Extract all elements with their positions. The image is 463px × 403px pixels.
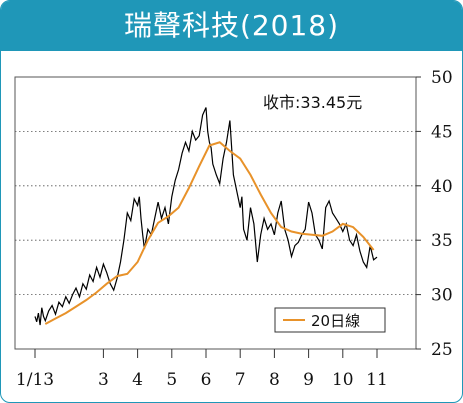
x-tick-label: 7 bbox=[235, 370, 246, 390]
plot-frame bbox=[14, 76, 417, 350]
legend-label-ma20: 20日線 bbox=[311, 312, 360, 330]
close-price-annotation: 收市:33.45元 bbox=[263, 93, 362, 112]
legend: 20日線 bbox=[274, 307, 386, 333]
x-tick-label: 3 bbox=[98, 370, 109, 390]
y-tick-label: 30 bbox=[431, 286, 453, 306]
price-series-line bbox=[34, 107, 378, 326]
y-tick-label: 35 bbox=[431, 231, 453, 251]
x-tick-label: 9 bbox=[303, 370, 314, 390]
x-tick-label: 8 bbox=[269, 370, 280, 390]
x-tick-label: 5 bbox=[166, 370, 177, 390]
x-tick-label: 6 bbox=[201, 370, 212, 390]
y-tick-label: 40 bbox=[431, 177, 453, 197]
chart-title: 瑞聲科技(2018) bbox=[1, 1, 462, 51]
x-tick-label: 11 bbox=[366, 370, 388, 390]
x-tick-label: 10 bbox=[332, 370, 354, 390]
x-tick-label: 1/13 bbox=[16, 370, 54, 390]
x-tick-label: 4 bbox=[132, 370, 143, 390]
y-axis: 25 30 35 40 45 50 bbox=[416, 68, 453, 360]
y-tick-label: 25 bbox=[431, 340, 453, 360]
x-axis: 1/13 3 4 5 6 7 8 9 10 11 bbox=[16, 349, 388, 390]
grid-lines bbox=[15, 130, 416, 296]
ma20-series-line bbox=[44, 141, 375, 325]
y-tick-label: 45 bbox=[431, 122, 453, 142]
y-tick-label: 50 bbox=[431, 68, 453, 88]
